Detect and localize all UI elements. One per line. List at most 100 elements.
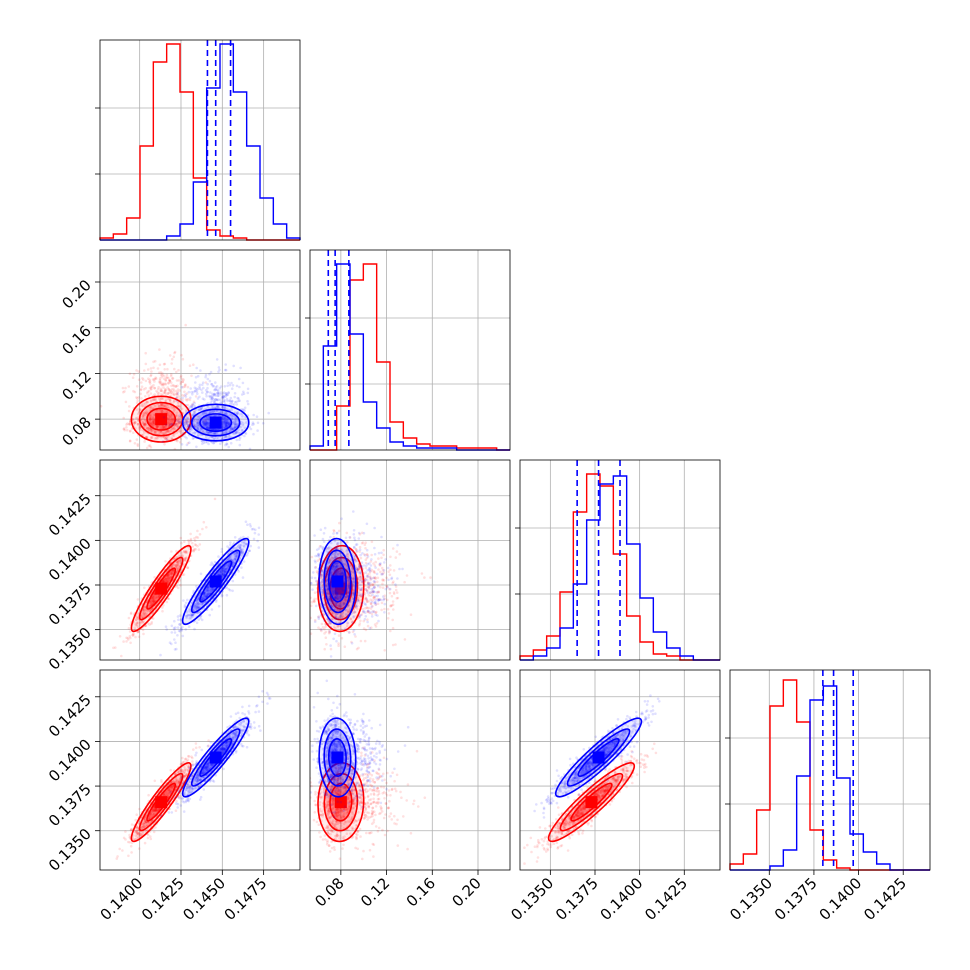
scatter-point-blue (357, 591, 361, 594)
hist-panel-3 (725, 669, 931, 871)
scatter-point-blue (189, 425, 192, 428)
scatter-point-blue (188, 423, 191, 427)
scatter-point-red (152, 366, 155, 370)
scatter-point-red (123, 428, 126, 432)
scatter-point-blue (365, 548, 369, 552)
scatter-point-red (380, 608, 383, 612)
scatter-point-red (175, 392, 178, 396)
scatter-point-blue (184, 403, 188, 407)
scatter-point-blue (233, 536, 237, 539)
scatter-point-red (403, 638, 407, 641)
scatter-point-blue (230, 427, 233, 431)
scatter-point-blue (228, 429, 232, 433)
scatter-point-blue (187, 407, 190, 411)
scatter-point-red (157, 404, 161, 408)
scatter-point-blue (205, 425, 209, 429)
scatter-point-red (157, 397, 161, 400)
scatter-point-blue (188, 405, 191, 409)
scatter-point-red (176, 586, 180, 590)
scatter-point-blue (207, 426, 211, 430)
scatter-point-blue (194, 381, 197, 384)
scatter-point-red (340, 636, 344, 640)
hist-blue-series (520, 475, 720, 661)
scatter-point-red (142, 388, 146, 391)
scatter-point-red (161, 425, 165, 429)
scatter-point-blue (328, 630, 332, 633)
scatter-point-blue (235, 423, 238, 427)
scatter-point-blue (208, 431, 211, 434)
scatter-point-red (193, 537, 196, 540)
scatter-point-red (149, 413, 152, 417)
scatter-point-red (374, 625, 378, 628)
scatter-point-red (198, 533, 202, 536)
scatter-point-blue (178, 414, 181, 417)
scatter-point-red (141, 414, 145, 418)
scatter-point-blue (206, 432, 210, 435)
scatter-point-blue (202, 425, 206, 428)
scatter-point-red (170, 550, 173, 553)
scatter-point-red (391, 626, 395, 630)
scatter-point-red (138, 408, 142, 412)
scatter-point-red (365, 600, 369, 604)
scatter-point-blue (252, 422, 255, 426)
scatter-point-blue (220, 550, 224, 554)
scatter-point-blue (223, 421, 226, 425)
scatter-point-blue (248, 447, 252, 450)
scatter-point-red (148, 380, 151, 384)
scatter-point-red (162, 386, 165, 389)
scatter-point-blue (190, 405, 194, 409)
scatter-point-blue (207, 422, 210, 425)
scatter-point-red (138, 407, 141, 411)
scatter-point-blue (313, 534, 316, 537)
scatter-point-blue (212, 409, 215, 413)
scatter-point-red (172, 410, 175, 413)
scatter-point-blue (191, 437, 195, 440)
scatter-point-blue (161, 440, 164, 444)
scatter-panel-2-1 (309, 459, 511, 661)
scatter-point-red (146, 368, 150, 371)
scatter-point-blue (204, 420, 208, 424)
scatter-point-red (149, 428, 153, 431)
scatter-point-blue (203, 422, 206, 426)
scatter-point-blue (222, 431, 226, 435)
scatter-point-red (394, 588, 398, 592)
scatter-point-red (172, 355, 176, 359)
scatter-point-red (155, 437, 159, 440)
scatter-point-blue (210, 608, 214, 611)
scatter-point-blue (234, 425, 237, 429)
scatter-point-blue (223, 422, 226, 426)
scatter-point-red (159, 430, 162, 433)
scatter-point-blue (224, 419, 228, 423)
scatter-point-red (153, 430, 157, 434)
scatter-point-red (167, 421, 171, 425)
scatter-point-red (166, 391, 170, 395)
scatter-point-red (149, 414, 152, 418)
scatter-point-red (170, 384, 173, 388)
scatter-point-blue (210, 410, 214, 413)
scatter-point-red (157, 385, 160, 389)
scatter-point-blue (204, 440, 207, 444)
scatter-point-red (162, 362, 166, 366)
scatter-point-red (128, 630, 132, 633)
scatter-point-red (153, 386, 156, 390)
scatter-point-blue (189, 387, 192, 390)
scatter-point-red (144, 419, 147, 422)
scatter-point-blue (221, 425, 224, 429)
scatter-point-blue (322, 613, 325, 617)
scatter-point-blue (176, 626, 180, 629)
scatter-point-red (182, 378, 185, 382)
scatter-point-red (155, 425, 159, 428)
scatter-point-blue (191, 402, 195, 406)
scatter-point-blue (204, 392, 208, 396)
scatter-point-blue (256, 421, 260, 425)
scatter-point-red (146, 400, 149, 404)
scatter-point-blue (213, 428, 216, 431)
scatter-point-blue (215, 431, 218, 435)
scatter-point-red (370, 540, 374, 544)
scatter-point-blue (198, 395, 201, 399)
scatter-point-red (154, 397, 157, 401)
scatter-point-blue (193, 431, 197, 434)
scatter-point-red (155, 436, 158, 440)
scatter-point-red (151, 428, 154, 432)
scatter-point-red (405, 574, 409, 577)
